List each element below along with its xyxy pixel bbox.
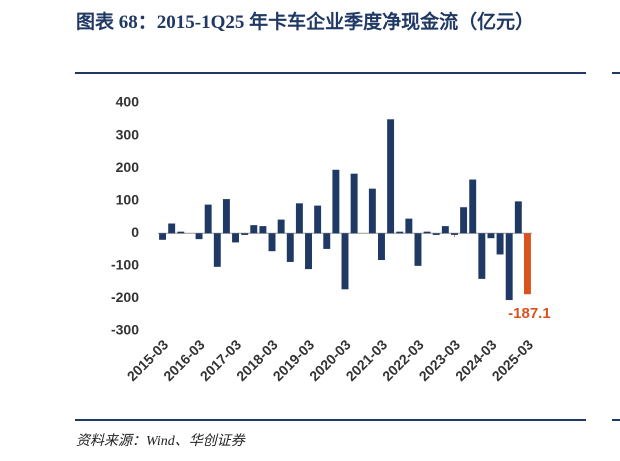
y-tick-label: 400 [116, 94, 140, 110]
y-tick-label: 0 [131, 224, 139, 240]
bar [487, 233, 495, 239]
bar [405, 218, 413, 234]
bar [268, 233, 276, 252]
bar [341, 233, 349, 290]
bar [195, 233, 203, 240]
y-tick-label: -100 [111, 257, 139, 273]
bar [368, 188, 376, 234]
bar [277, 219, 285, 234]
bar [213, 233, 221, 267]
y-tick-label: 300 [116, 126, 140, 142]
bar [222, 199, 230, 234]
bar [250, 225, 258, 234]
bar [232, 233, 240, 243]
y-tick-label: 100 [116, 191, 140, 207]
bar [314, 205, 322, 234]
bar [350, 173, 358, 234]
bar [159, 233, 167, 240]
bar [204, 204, 212, 234]
bar [332, 169, 340, 234]
bar [423, 231, 431, 234]
bar [414, 233, 422, 266]
y-tick-label: 200 [116, 159, 140, 175]
chart-title: 图表 68：2015-1Q25 年卡车企业季度净现金流（亿元） [76, 12, 535, 33]
bar [396, 231, 404, 234]
bar [305, 233, 312, 270]
bar [478, 233, 486, 279]
bar [168, 223, 176, 234]
bar [323, 233, 331, 249]
bar [295, 203, 303, 234]
bar [378, 233, 385, 260]
source-note: 资料来源：Wind、华创证券 [76, 434, 245, 449]
y-tick-label: -200 [111, 289, 139, 305]
bar [432, 233, 440, 235]
bar [496, 233, 504, 255]
data-label: -187.1 [508, 305, 551, 322]
bar [460, 207, 468, 234]
bar [286, 233, 294, 262]
bar [469, 179, 477, 234]
bar [523, 233, 531, 295]
bar [441, 226, 449, 234]
bar [450, 233, 458, 235]
bar [505, 233, 513, 301]
bar [241, 233, 249, 235]
bar [387, 119, 395, 234]
bar [259, 226, 267, 234]
bar [514, 201, 522, 234]
y-tick-label: -300 [111, 322, 139, 338]
x-tick-label: 2025-03 [489, 336, 537, 384]
bar [177, 231, 185, 234]
